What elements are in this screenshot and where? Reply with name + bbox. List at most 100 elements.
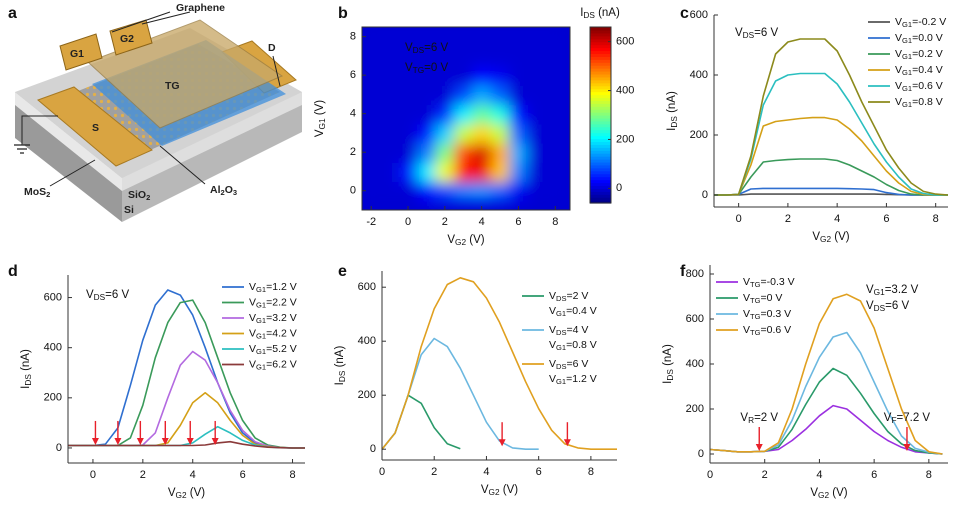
colorbar-tick-label: 400 [616, 84, 634, 96]
heat-cell [546, 142, 566, 163]
heat-cell [362, 161, 382, 183]
colorbar-cell [590, 79, 611, 84]
series-line [714, 187, 948, 196]
heat-cell [527, 123, 548, 144]
heat-cell [380, 181, 400, 202]
heat-cell [435, 161, 456, 183]
colorbar-cell [590, 185, 611, 189]
colorbar-cell [590, 88, 611, 93]
colorbar-cell [590, 68, 611, 72]
series-line [714, 158, 948, 196]
colorbar-cell [590, 41, 611, 46]
legend-label: VG1=0.0 V [895, 32, 943, 45]
x-tick-label: 2 [785, 213, 791, 225]
x-tick-label: 6 [240, 469, 246, 481]
y-tick-label: 0 [56, 442, 62, 454]
panel-letter: b [338, 5, 348, 22]
x-axis-label: VG2 (V) [812, 231, 849, 244]
heat-cell [546, 104, 566, 125]
heat-cell [398, 27, 419, 48]
colorbar-cell [590, 159, 611, 163]
legend-label: VG1=0.6 V [895, 80, 943, 93]
heat-cell [546, 161, 566, 183]
x-tick-label: 8 [933, 213, 939, 225]
colorbar-cell [590, 82, 611, 87]
colorbar-cell [590, 97, 611, 101]
x-axis-label: VG2 (V) [447, 234, 484, 247]
x-tick-label: 4 [834, 213, 840, 225]
y-axis-label: VG1 (V) [314, 100, 327, 137]
y-tick-label: 600 [690, 9, 708, 21]
series-line [714, 72, 948, 196]
heat-cell [435, 142, 456, 163]
series-line [381, 277, 617, 450]
colorbar-cell [590, 32, 611, 37]
heat-cell [527, 142, 548, 163]
y-tick-label: 400 [686, 358, 704, 370]
heat-cell [490, 65, 511, 86]
heat-cell [490, 104, 511, 125]
heat-cell [490, 123, 511, 144]
x-tick-label: 0 [90, 469, 96, 481]
colorbar-cell [590, 62, 611, 66]
heat-cell [546, 84, 566, 106]
colorbar-cell [590, 50, 611, 54]
y-tick-label: 0 [698, 448, 704, 460]
annotation: VG1=3.2 V [866, 284, 919, 297]
series-line [68, 440, 305, 449]
y-tick-label: 2 [350, 146, 356, 158]
x-tick-label: 8 [289, 469, 295, 481]
heat-cell [509, 104, 529, 125]
arrow-head [91, 437, 99, 445]
legend-label: VTG=0 V [743, 292, 782, 305]
schematic-label: Si [124, 204, 134, 216]
legend-label: VTG=0.3 V [743, 308, 791, 321]
colorbar-cell [590, 94, 611, 98]
colorbar-cell [590, 156, 611, 160]
y-tick-label: 8 [350, 31, 356, 43]
legend-label: VTG=0.6 V [743, 324, 791, 337]
colorbar-label: IDS (nA) [580, 7, 620, 20]
arrow-head [211, 437, 219, 445]
y-axis-label: IDS (nA) [662, 344, 675, 384]
heat-cell [472, 84, 492, 106]
oxide-right [122, 92, 302, 191]
heat-cell [527, 46, 548, 67]
y-tick-label: 200 [358, 389, 376, 401]
oxide-left [15, 92, 122, 191]
colorbar-cell [590, 91, 611, 96]
legend-label: VDS=2 V [549, 290, 588, 303]
annotation: VDS=6 V [86, 289, 129, 302]
y-tick-label: 200 [44, 392, 62, 404]
x-tick-label: 2 [762, 469, 768, 481]
heat-cell [509, 84, 529, 106]
y-tick-label: 400 [44, 342, 62, 354]
colorbar-cell [590, 153, 611, 157]
arrow-head [563, 439, 571, 447]
heat-cell [472, 142, 492, 163]
heat-cell [509, 161, 529, 183]
colorbar-cell [590, 38, 611, 43]
heat-cell [490, 46, 511, 67]
colorbar-cell [590, 47, 611, 52]
heat-cell [362, 104, 382, 125]
heat-cell [435, 104, 456, 125]
colorbar-cell [590, 71, 611, 75]
heat-cell [398, 65, 419, 86]
heat-cell [398, 161, 419, 183]
heat-cell [472, 46, 492, 67]
colorbar-cell [590, 59, 611, 63]
heat-cell [454, 142, 474, 163]
heat-cell [527, 181, 548, 202]
heat-cell [546, 123, 566, 144]
heat-cell [472, 104, 492, 125]
colorbar-cell [590, 176, 611, 181]
heat-cell [509, 123, 529, 144]
heat-cell [509, 142, 529, 163]
panel-letter: e [338, 263, 347, 280]
x-tick-label: 8 [552, 216, 558, 228]
heat-cell [454, 65, 474, 86]
x-tick-label: 0 [379, 466, 385, 478]
colorbar-cell [590, 35, 611, 40]
y-tick-label: 200 [690, 129, 708, 141]
